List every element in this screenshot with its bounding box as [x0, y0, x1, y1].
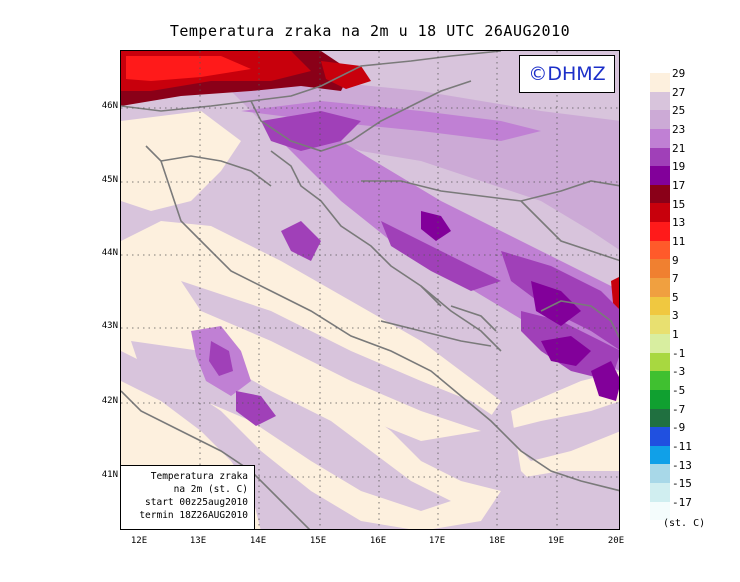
legend-swatch [650, 427, 670, 446]
lat-label-42n: 42N [101, 396, 118, 406]
lon-label-15e: 15E [309, 536, 327, 546]
info-line-4: termin 18Z26AUG2010 [139, 510, 248, 521]
legend-label: -15 [672, 477, 692, 491]
lon-label-13e: 13E [189, 536, 207, 546]
legend-swatch [650, 408, 670, 428]
legend-label: 17 [672, 178, 686, 192]
legend-label: 13 [672, 216, 686, 230]
legend-label: 3 [672, 309, 679, 323]
legend-swatch [650, 389, 670, 409]
legend-swatch [650, 128, 670, 148]
lat-label-46n: 46N [101, 101, 118, 111]
lat-label-43n: 43N [101, 321, 118, 331]
legend-swatch [650, 73, 670, 92]
legend-label: -7 [672, 402, 686, 416]
legend-swatch [650, 371, 670, 390]
legend-label: -13 [672, 458, 692, 472]
lon-label-20e: 20E [607, 536, 625, 546]
legend-swatch [650, 333, 670, 353]
info-line-1: Temperatura zraka [150, 471, 248, 482]
legend-label: 15 [672, 197, 686, 211]
legend-unit: (st. C) [663, 518, 706, 529]
map-title: Temperatura zraka na 2m u 18 UTC 26AUG20… [169, 22, 571, 40]
legend-swatch [650, 278, 670, 297]
legend-label: 11 [672, 234, 686, 248]
temperature-field [121, 51, 619, 529]
lat-label-44n: 44N [101, 248, 118, 258]
legend-swatch [650, 296, 670, 316]
info-line-3: start 00z25aug2010 [145, 497, 248, 508]
legend-label: -9 [672, 421, 686, 435]
legend-label: 27 [672, 85, 686, 99]
legend-swatch [650, 147, 670, 167]
lon-label-16e: 16E [369, 536, 387, 546]
legend-swatch [650, 110, 670, 129]
lat-label-41n: 41N [101, 470, 118, 480]
legend-label: 9 [672, 253, 679, 267]
info-box: Temperatura zraka na 2m (st. C) start 00… [121, 465, 255, 529]
legend-label: 19 [672, 160, 686, 174]
color-legend [650, 73, 670, 521]
legend-swatch [650, 91, 670, 111]
legend-swatch [650, 445, 670, 465]
lon-label-17e: 17E [428, 536, 446, 546]
legend-label: -17 [672, 495, 692, 509]
legend-label: 23 [672, 122, 686, 136]
legend-swatch [650, 222, 670, 241]
legend-swatch [650, 184, 670, 204]
legend-label: 21 [672, 141, 686, 155]
legend-swatch [650, 483, 670, 502]
lon-label-14e: 14E [249, 536, 267, 546]
legend-label: 25 [672, 104, 686, 118]
legend-swatch [650, 240, 670, 260]
legend-label: -3 [672, 365, 686, 379]
lon-label-19e: 19E [547, 536, 565, 546]
legend-label: 7 [672, 272, 679, 286]
lat-label-45n: 45N [101, 175, 118, 185]
lon-label-12e: 12E [130, 536, 148, 546]
legend-swatch [650, 464, 670, 484]
legend-label: -5 [672, 384, 686, 398]
legend-swatch [650, 315, 670, 334]
lon-label-18e: 18E [488, 536, 506, 546]
legend-label: -11 [672, 440, 692, 453]
dhmz-logo: ©DHMZ [519, 55, 615, 93]
legend-label: -1 [672, 346, 686, 360]
legend-swatch [650, 259, 670, 279]
legend-label: 5 [672, 290, 679, 304]
legend-swatch [650, 203, 670, 223]
temperature-map: ©DHMZ Temperatura zraka na 2m (st. C) st… [120, 50, 620, 530]
legend-swatch [650, 501, 670, 521]
info-line-2: na 2m (st. C) [173, 484, 248, 495]
legend-label: 1 [672, 328, 679, 342]
legend-swatch [650, 166, 670, 185]
legend-label: 29 [672, 67, 686, 80]
legend-swatch [650, 352, 670, 372]
